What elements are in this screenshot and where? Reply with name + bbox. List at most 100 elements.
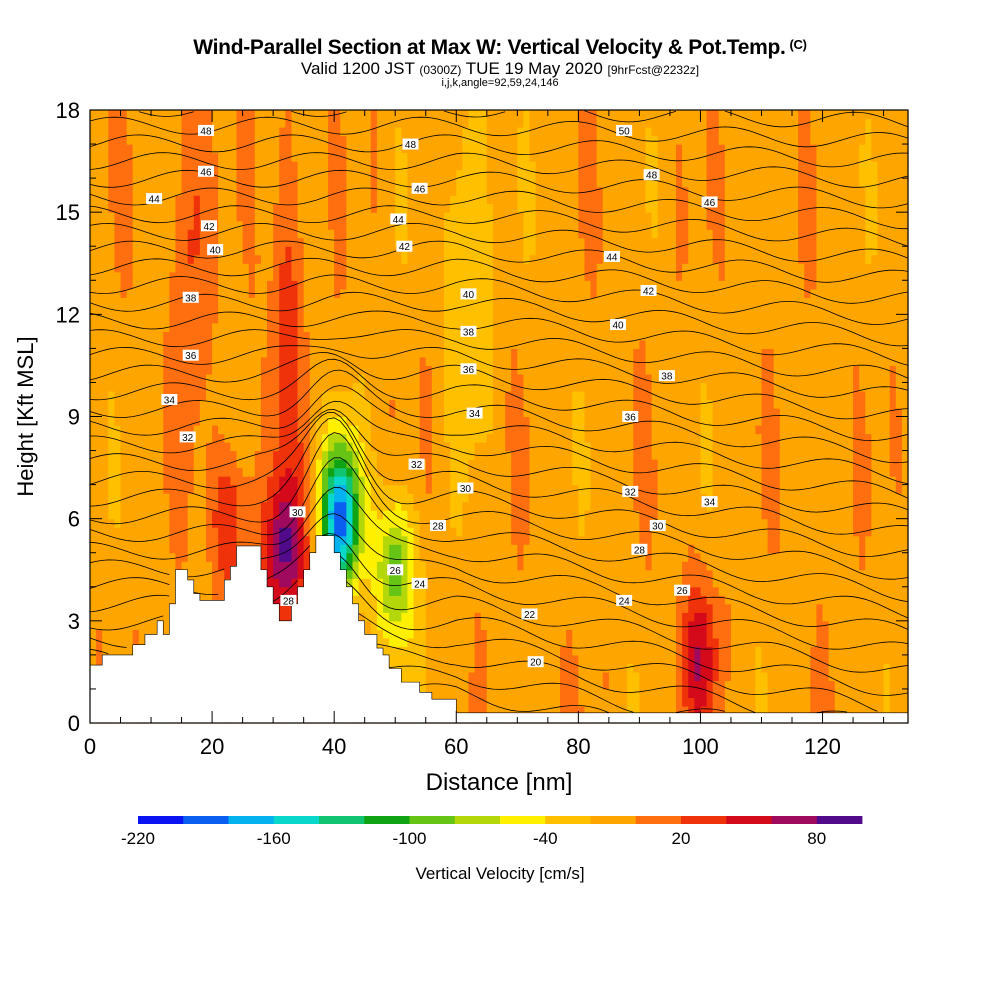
velocity-cell	[120, 339, 128, 349]
velocity-cell	[474, 629, 482, 639]
velocity-cell	[267, 195, 274, 205]
velocity-cell	[450, 161, 457, 171]
velocity-cell	[291, 152, 299, 162]
velocity-cell	[492, 314, 500, 324]
velocity-cell	[407, 425, 415, 435]
velocity-cell	[309, 356, 317, 367]
velocity-cell	[96, 620, 103, 630]
velocity-cell	[114, 229, 122, 239]
velocity-cell	[321, 484, 329, 494]
velocity-cell	[389, 322, 396, 332]
velocity-cell	[462, 433, 470, 443]
velocity-cell	[480, 527, 488, 537]
velocity-cell	[205, 110, 213, 120]
velocity-cell	[102, 620, 109, 630]
velocity-cell	[297, 280, 305, 290]
velocity-cell	[383, 467, 390, 477]
velocity-cell	[181, 271, 189, 281]
velocity-cell	[315, 254, 323, 264]
velocity-cell	[462, 586, 470, 596]
velocity-cell	[383, 195, 390, 205]
velocity-cell	[151, 373, 158, 384]
velocity-cell	[315, 450, 323, 460]
velocity-cell	[419, 612, 427, 622]
velocity-cell	[492, 595, 500, 605]
velocity-cell	[468, 390, 476, 401]
velocity-cell	[474, 561, 482, 571]
velocity-cell	[401, 654, 409, 664]
velocity-cell	[389, 169, 396, 179]
velocity-cell	[352, 220, 360, 230]
velocity-cell	[474, 510, 482, 520]
velocity-cell	[480, 578, 488, 588]
velocity-cell	[499, 450, 506, 460]
velocity-cell	[499, 322, 506, 332]
velocity-cell	[193, 339, 201, 349]
velocity-cell	[297, 288, 305, 298]
velocity-cell	[309, 510, 317, 520]
velocity-cell	[193, 535, 201, 545]
velocity-cell	[267, 561, 274, 571]
velocity-cell	[383, 535, 390, 545]
velocity-cell	[260, 186, 268, 196]
velocity-cell	[199, 348, 207, 358]
velocity-cell	[328, 450, 335, 460]
velocity-cell	[486, 271, 494, 281]
velocity-cell	[340, 229, 347, 239]
velocity-cell	[468, 254, 476, 264]
velocity-cell	[370, 535, 378, 545]
velocity-cell	[358, 510, 366, 520]
velocity-cell	[260, 518, 268, 528]
velocity-cell	[212, 518, 219, 528]
velocity-cell	[236, 271, 244, 281]
velocity-cell	[505, 544, 512, 554]
velocity-cell	[340, 399, 347, 409]
velocity-cell	[395, 595, 402, 605]
velocity-cell	[297, 544, 305, 554]
velocity-cell	[273, 152, 280, 162]
velocity-cell	[144, 586, 152, 596]
velocity-cell	[120, 305, 128, 315]
velocity-cell	[144, 603, 152, 613]
velocity-cell	[395, 467, 402, 477]
velocity-cell	[492, 433, 500, 443]
velocity-cell	[108, 603, 116, 613]
velocity-cell	[340, 263, 347, 273]
velocity-cell	[242, 110, 250, 120]
velocity-cell	[437, 416, 445, 426]
velocity-cell	[383, 169, 390, 179]
velocity-cell	[279, 263, 286, 273]
velocity-cell	[401, 322, 409, 332]
velocity-cell	[224, 561, 231, 571]
velocity-cell	[114, 544, 122, 554]
velocity-cell	[151, 288, 158, 298]
velocity-cell	[193, 501, 201, 511]
velocity-cell	[218, 390, 225, 401]
velocity-cell	[285, 263, 293, 273]
velocity-cell	[450, 476, 457, 486]
velocity-cell	[187, 152, 195, 162]
velocity-cell	[273, 518, 280, 528]
velocity-cell	[431, 407, 439, 418]
velocity-cell	[486, 144, 494, 154]
velocity-cell	[157, 586, 164, 596]
velocity-cell	[486, 297, 494, 307]
velocity-cell	[279, 467, 286, 477]
velocity-cell	[346, 476, 354, 486]
velocity-cell	[474, 459, 482, 469]
velocity-cell	[291, 186, 299, 196]
velocity-cell	[138, 552, 146, 562]
velocity-cell	[163, 186, 170, 196]
velocity-cell	[499, 152, 506, 162]
velocity-cell	[138, 195, 146, 205]
velocity-cell	[499, 280, 506, 290]
velocity-cell	[431, 254, 439, 264]
velocity-cell	[499, 297, 506, 307]
velocity-cell	[279, 110, 286, 120]
velocity-cell	[138, 518, 146, 528]
velocity-cell	[230, 203, 238, 213]
velocity-cell	[413, 586, 421, 596]
velocity-cell	[236, 127, 244, 137]
velocity-cell	[175, 229, 183, 239]
velocity-cell	[309, 442, 317, 452]
